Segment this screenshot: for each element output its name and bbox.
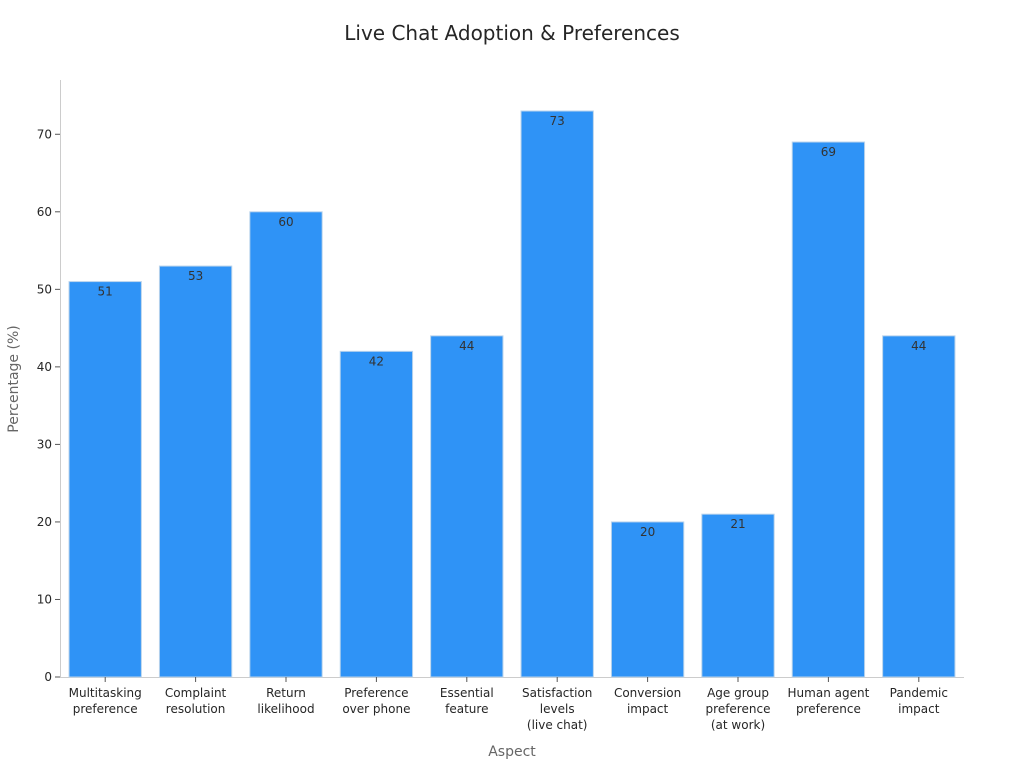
x-tick-label: Conversion impact	[614, 686, 681, 716]
bar	[430, 335, 504, 678]
bar	[791, 141, 866, 678]
bar	[249, 211, 323, 678]
x-tick-label: Human agent preference	[788, 686, 870, 716]
y-tick-label: 10	[37, 592, 52, 606]
chart-title: Live Chat Adoption & Preferences	[344, 21, 680, 45]
y-tick-label: 40	[37, 360, 52, 374]
bar-value-label: 53	[188, 269, 203, 283]
bar	[158, 265, 233, 678]
bar-value-label: 42	[369, 354, 384, 368]
bar	[520, 110, 594, 678]
bar-value-label: 44	[911, 339, 926, 353]
bar-value-label: 73	[550, 114, 565, 128]
bar-value-label: 44	[459, 339, 474, 353]
y-axis-label: Percentage (%)	[6, 325, 22, 432]
x-tick-label: Essential feature	[440, 686, 494, 716]
x-tick-label: Preference over phone	[342, 686, 410, 716]
x-tick-label: Satisfaction levels (live chat)	[522, 686, 592, 732]
x-tick-label: Multitasking preference	[69, 686, 142, 716]
bar	[339, 350, 414, 678]
bar-value-label: 20	[640, 525, 655, 539]
x-tick-label: Age group preference (at work)	[706, 686, 771, 732]
bar-value-label: 60	[278, 215, 293, 229]
bar	[610, 521, 685, 678]
y-tick-label: 70	[37, 127, 52, 141]
x-axis-tick-labels: Multitasking preference Complaint resolutio…	[69, 677, 948, 732]
y-tick-label: 0	[44, 670, 52, 684]
y-tick-label: 60	[37, 205, 52, 219]
x-tick-label: Complaint resolution	[165, 686, 227, 716]
y-tick-label: 50	[37, 282, 52, 296]
bar	[882, 335, 956, 678]
x-tick-label: Pandemic impact	[890, 686, 948, 716]
bar-value-label: 69	[821, 145, 836, 159]
bar-value-label: 51	[98, 285, 113, 299]
bar-value-label: 21	[730, 517, 745, 531]
y-tick-label: 30	[37, 437, 52, 451]
bar	[701, 513, 775, 678]
x-tick-label: Return likelihood	[257, 686, 314, 716]
y-tick-label: 20	[37, 515, 52, 529]
x-axis-label: Aspect	[488, 744, 536, 760]
y-axis-ticks: 0 10 20 30 40 50 60 70	[37, 127, 60, 684]
bar	[68, 281, 142, 678]
bars: 51 53 60 42 44 73 20 21 69 44	[68, 110, 956, 678]
